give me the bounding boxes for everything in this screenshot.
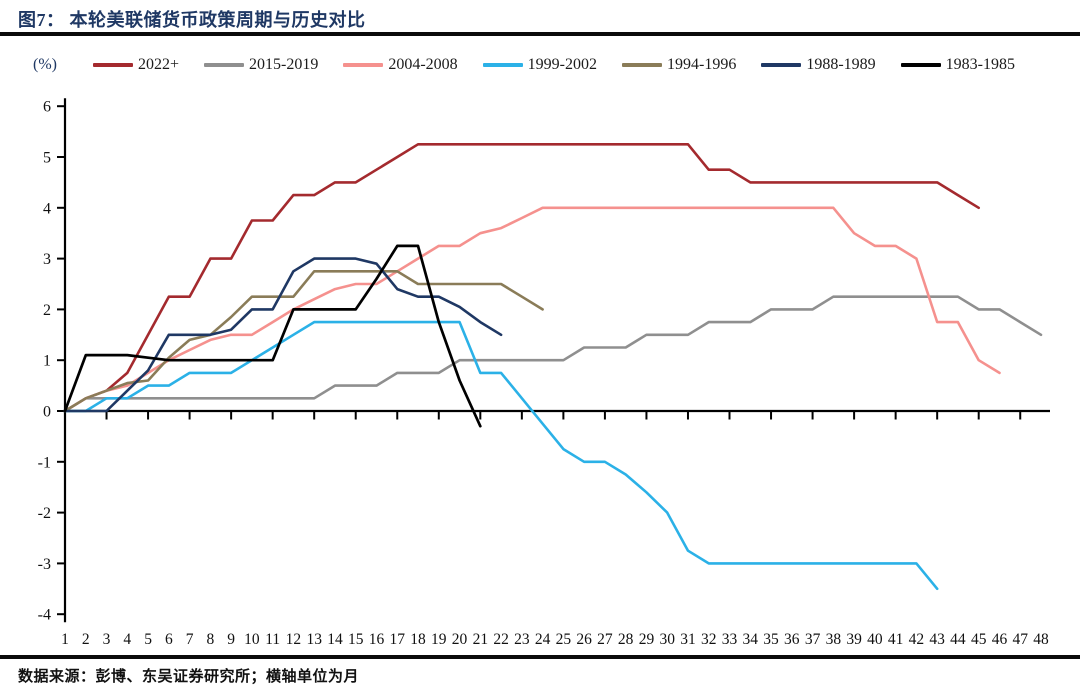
- legend-item-1999-2002: 1999-2002: [482, 56, 597, 74]
- x-tick-label-39: 39: [846, 631, 862, 648]
- x-tick-label-21: 21: [473, 631, 489, 648]
- x-tick-label-7: 7: [186, 631, 194, 648]
- y-tick-label-0: 0: [43, 404, 51, 421]
- x-tick-label-38: 38: [826, 631, 842, 648]
- x-tick-label-46: 46: [992, 631, 1008, 648]
- footer-divider-rule: [0, 655, 1080, 659]
- x-tick-label-41: 41: [888, 631, 904, 648]
- x-tick-label-13: 13: [306, 631, 322, 648]
- x-tick-label-30: 30: [659, 631, 675, 648]
- series-line-1988-1989: [63, 257, 503, 413]
- x-tick-label-6: 6: [165, 631, 173, 648]
- y-tick-label-6: 6: [43, 99, 51, 116]
- legend-label-2015-2019: 2015-2019: [249, 56, 319, 73]
- x-tick-label-20: 20: [452, 631, 468, 648]
- x-tick-label-9: 9: [227, 631, 235, 648]
- legend-label-2022+: 2022+: [137, 56, 180, 73]
- x-tick-label-8: 8: [206, 631, 214, 648]
- y-tick-label-5: 5: [43, 150, 51, 167]
- series-line-2004-2008: [63, 206, 1001, 413]
- x-tick-label-27: 27: [597, 631, 613, 648]
- legend-swatch-1999-2002: [482, 63, 523, 67]
- x-tick-label-33: 33: [722, 631, 738, 648]
- x-tick-label-40: 40: [867, 631, 883, 648]
- y-tick-label--1: -1: [38, 454, 51, 471]
- legend-label-2004-2008: 2004-2008: [388, 56, 458, 73]
- x-tick-label-48: 48: [1033, 631, 1049, 648]
- series-line-1983-1985: [63, 244, 482, 428]
- series-line-1994-1996: [63, 269, 544, 413]
- x-tick-label-23: 23: [514, 631, 530, 648]
- legend-label-1999-2002: 1999-2002: [527, 56, 597, 73]
- series-line-1999-2002: [63, 320, 939, 591]
- legend-item-2022+: 2022+: [92, 56, 180, 74]
- legend-item-2015-2019: 2015-2019: [204, 56, 318, 74]
- x-tick-label-28: 28: [618, 631, 634, 648]
- y-tick-label--2: -2: [38, 505, 51, 522]
- legend-swatch-2015-2019: [204, 63, 245, 67]
- legend-label-1988-1989: 1988-1989: [806, 56, 876, 73]
- y-tick-label-1: 1: [43, 353, 51, 370]
- x-tick-label-2: 2: [82, 631, 90, 648]
- x-tick-label-26: 26: [576, 631, 592, 648]
- legend-swatch-1988-1989: [761, 63, 802, 67]
- y-tick-label-3: 3: [43, 251, 51, 268]
- x-tick-label-35: 35: [763, 631, 779, 648]
- x-tick-label-14: 14: [327, 631, 343, 648]
- y-tick-label--4: -4: [38, 607, 51, 624]
- x-tick-label-5: 5: [144, 631, 152, 648]
- x-tick-label-45: 45: [971, 631, 987, 648]
- x-tick-label-1: 1: [61, 631, 69, 648]
- legend-item-1988-1989: 1988-1989: [761, 56, 876, 74]
- x-tick-label-29: 29: [639, 631, 655, 648]
- y-tick-label-4: 4: [43, 200, 51, 217]
- x-tick-label-4: 4: [123, 631, 131, 648]
- legend-label-1983-1985: 1983-1985: [945, 56, 1015, 73]
- legend-swatch-2004-2008: [343, 63, 384, 67]
- x-tick-label-37: 37: [805, 631, 821, 648]
- x-tick-label-36: 36: [784, 631, 800, 648]
- x-tick-label-31: 31: [680, 631, 696, 648]
- x-tick-label-32: 32: [701, 631, 717, 648]
- x-tick-label-3: 3: [103, 631, 111, 648]
- x-tick-label-34: 34: [743, 631, 759, 648]
- x-tick-label-11: 11: [265, 631, 280, 648]
- legend-swatch-2022+: [92, 63, 133, 67]
- x-tick-label-10: 10: [244, 631, 260, 648]
- series-line-2022+: [63, 143, 981, 413]
- y-axis-unit-label: (%): [33, 56, 57, 73]
- x-tick-label-25: 25: [556, 631, 572, 648]
- x-tick-label-24: 24: [535, 631, 551, 648]
- data-source-note: 数据来源：彭博、东吴证券研究所；横轴单位为月: [18, 669, 360, 685]
- legend-items: 2022+ 2015-2019 2004-2008 1999-2002 1994-199…: [92, 56, 1015, 74]
- x-tick-label-47: 47: [1012, 631, 1028, 648]
- x-tick-label-19: 19: [431, 631, 447, 648]
- legend-label-1994-1996: 1994-1996: [667, 56, 737, 73]
- y-tick-label--3: -3: [38, 556, 51, 573]
- x-tick-label-22: 22: [493, 631, 509, 648]
- x-tick-label-17: 17: [390, 631, 406, 648]
- x-tick-label-18: 18: [410, 631, 426, 648]
- x-tick-label-12: 12: [286, 631, 302, 648]
- legend-item-2004-2008: 2004-2008: [343, 56, 458, 74]
- y-tick-label-2: 2: [43, 302, 51, 319]
- x-tick-label-44: 44: [950, 631, 966, 648]
- x-tick-label-43: 43: [929, 631, 945, 648]
- series-line-2015-2019: [63, 295, 1043, 413]
- legend-swatch-1994-1996: [622, 63, 662, 67]
- x-tick-label-42: 42: [909, 631, 925, 648]
- legend-item-1994-1996: 1994-1996: [622, 56, 736, 74]
- x-tick-label-15: 15: [348, 631, 364, 648]
- figure-title: 图7： 本轮美联储货币政策周期与历史对比: [18, 10, 366, 30]
- title-divider-rule: [0, 32, 1080, 36]
- legend-item-1983-1985: 1983-1985: [900, 56, 1015, 74]
- x-tick-label-16: 16: [369, 631, 385, 648]
- legend-swatch-1983-1985: [900, 63, 941, 67]
- chart-legend: (%) 2022+ 2015-2019 2004-2008 1999-2002 1994…: [33, 54, 1053, 76]
